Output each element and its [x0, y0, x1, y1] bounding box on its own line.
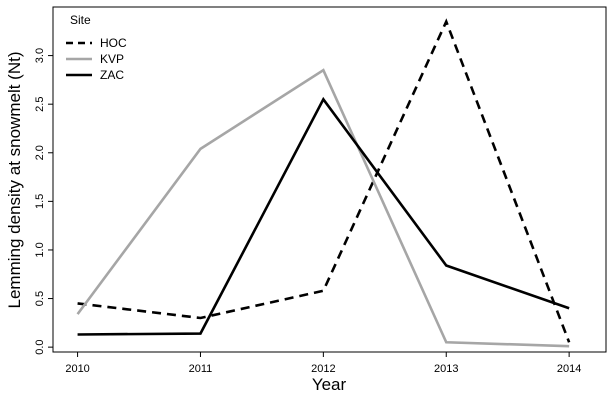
legend-label-kvp: KVP	[100, 52, 124, 66]
y-tick-label: 2.5	[34, 97, 46, 112]
plot-frame	[52, 6, 607, 353]
series-line-hoc	[77, 18, 571, 343]
x-tick-label: 2011	[189, 363, 213, 375]
x-axis: 2010 2011 2012 2013 2014	[65, 352, 581, 375]
y-tick-label: 0.5	[34, 291, 46, 306]
y-axis-title: Lemming density at snowmelt (Nt)	[5, 52, 24, 309]
series-layer	[76, 18, 571, 348]
x-tick-label: 2014	[557, 363, 581, 375]
series-line-kvp	[76, 68, 570, 348]
y-axis: 0.0 0.5 1.0 1.5 2.0 2.5 3.0	[34, 48, 53, 355]
x-tick-label: 2012	[311, 363, 335, 375]
x-tick-label: 2010	[65, 363, 89, 375]
x-tick-label: 2013	[434, 363, 458, 375]
y-tick-label: 0.0	[34, 339, 46, 354]
y-tick-label: 2.0	[34, 145, 46, 160]
y-tick-label: 1.0	[34, 242, 46, 257]
legend-title: Site	[70, 13, 91, 27]
x-axis-title: Year	[312, 375, 347, 394]
y-tick-label: 1.5	[34, 194, 46, 209]
y-tick-label: 3.0	[34, 48, 46, 63]
legend-label-hoc: HOC	[100, 36, 127, 50]
legend: Site HOC KVP ZAC	[66, 13, 127, 82]
series-line-zac	[77, 96, 570, 336]
legend-label-zac: ZAC	[100, 68, 124, 82]
